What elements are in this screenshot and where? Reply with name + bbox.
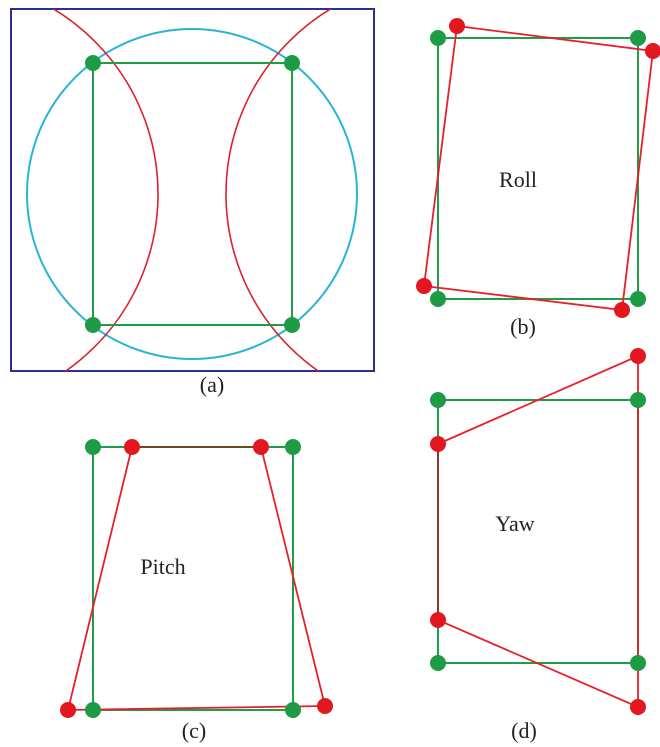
panel-a-left-arc	[51, 9, 159, 371]
panel-b-reference-dot	[430, 30, 446, 46]
panel-c-reference-dot	[85, 702, 101, 718]
panel-a-corner-dot	[284, 55, 300, 71]
panel-d-yawed-dot	[430, 612, 446, 628]
panel-a-corner-dot	[85, 317, 101, 333]
panel-c-pitched-dot	[253, 439, 269, 455]
panel-a-caption: (a)	[200, 372, 224, 397]
panel-b-label: Roll	[499, 167, 537, 192]
panel-d-reference-dot	[630, 392, 646, 408]
panel-b-rolled-dot	[614, 302, 630, 318]
panel-c-label: Pitch	[140, 554, 185, 579]
panel-b-reference-dot	[430, 291, 446, 307]
panel-c-caption: (c)	[182, 718, 206, 743]
panel-b-caption: (b)	[510, 314, 536, 339]
panel-c-reference-dot	[285, 439, 301, 455]
panel-a-corner-dot	[85, 55, 101, 71]
panel-b-reference-dot	[630, 291, 646, 307]
panel-b-rolled-dot	[449, 18, 465, 34]
panel-a-center-circle	[26, 28, 358, 360]
panel-d-reference-rect	[437, 399, 639, 664]
panel-d-reference-dot	[430, 655, 446, 671]
panel-d-yawed-dot	[630, 348, 646, 364]
panel-b-reference-dot	[630, 30, 646, 46]
panel-b-rolled-quad	[422, 24, 654, 312]
panel-d-reference-dot	[630, 655, 646, 671]
panel-d-yawed-dot	[430, 436, 446, 452]
panel-c-pitched-quad	[66, 446, 327, 711]
panel-d-yawed-dot	[630, 699, 646, 715]
panel-d-caption: (d)	[511, 718, 537, 743]
panel-d-yawed-quad	[437, 354, 639, 709]
panel-d-label: Yaw	[495, 511, 534, 536]
panel-c-pitched-dot	[317, 698, 333, 714]
panel-a-reference-rect	[92, 62, 293, 326]
panel-b: Roll (b)	[416, 18, 660, 339]
panel-c-reference-dot	[285, 702, 301, 718]
panel-c-pitched-dot	[60, 702, 76, 718]
panel-b-rolled-dot	[416, 278, 432, 294]
panel-d-reference-dot	[430, 392, 446, 408]
panel-a-frame	[10, 8, 375, 372]
panel-c-reference-dot	[85, 439, 101, 455]
panel-b-rolled-dot	[645, 43, 660, 59]
panel-a-right-arc	[225, 9, 333, 371]
panel-b-reference-rect	[437, 37, 639, 300]
panel-a: (a)	[10, 8, 375, 397]
panel-c: Pitch (c)	[60, 439, 333, 743]
panel-a-corner-dot	[284, 317, 300, 333]
panel-d: Yaw (d)	[430, 348, 646, 743]
panel-c-pitched-dot	[124, 439, 140, 455]
